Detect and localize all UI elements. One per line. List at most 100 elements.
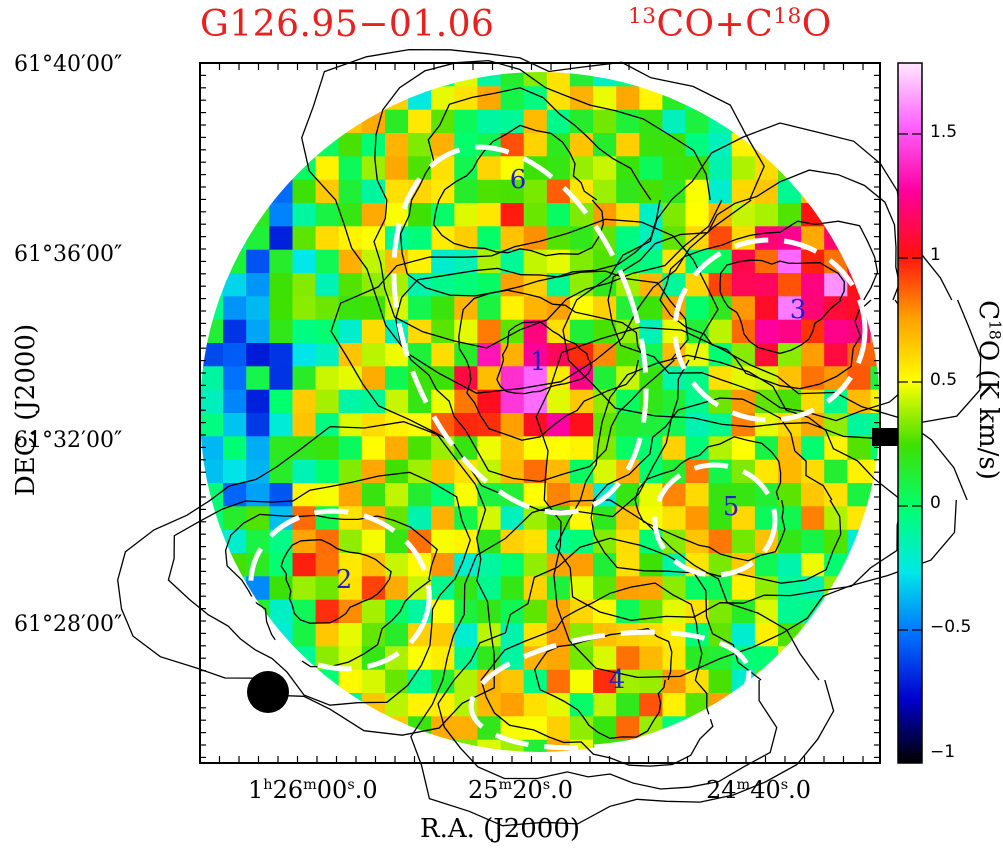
heatmap-pixel	[200, 413, 224, 437]
heatmap-pixel	[754, 109, 779, 134]
heatmap-pixel	[824, 86, 848, 111]
heatmap-pixel	[639, 669, 663, 694]
heatmap-pixel	[685, 693, 710, 717]
heatmap-pixel	[546, 249, 571, 274]
heatmap-pixel	[847, 506, 871, 531]
heatmap-pixel	[223, 576, 247, 601]
heatmap-pixel	[431, 343, 455, 367]
heatmap-pixel	[685, 296, 710, 321]
heatmap-pixel	[408, 203, 432, 227]
heatmap-pixel	[408, 226, 432, 251]
heatmap-pixel	[801, 366, 825, 391]
heatmap-pixel	[454, 109, 478, 134]
heatmap-pixel	[616, 529, 640, 554]
heatmap-pixel	[546, 203, 571, 227]
heatmap-pixel	[431, 133, 455, 157]
heatmap-pixel	[801, 86, 825, 111]
heatmap-pixel	[477, 203, 501, 227]
colorbar-label: C18O (K km/s)	[973, 300, 1003, 480]
heatmap-pixel	[662, 599, 686, 624]
heatmap-pixel	[731, 203, 756, 227]
heatmap-pixel	[616, 133, 640, 157]
heatmap-pixel	[361, 576, 386, 601]
heatmap-pixel	[685, 506, 710, 531]
heatmap-pixel	[500, 296, 525, 321]
heatmap-pixel	[754, 739, 779, 752]
heatmap-pixel	[685, 203, 710, 227]
heatmap-pixel	[801, 483, 825, 507]
heatmap-pixel	[870, 156, 880, 181]
heatmap-pixel	[870, 413, 880, 437]
heatmap-pixel	[523, 483, 548, 507]
heatmap-pixel	[269, 296, 293, 321]
heatmap-pixel	[315, 623, 340, 647]
heatmap-pixel	[523, 739, 548, 752]
heatmap-pixel	[408, 389, 432, 414]
heatmap-pixel	[731, 86, 756, 111]
heatmap-pixel	[639, 86, 663, 111]
heatmap-pixel	[500, 203, 525, 227]
heatmap-pixel	[246, 179, 270, 204]
heatmap-pixel	[477, 389, 501, 414]
heatmap-pixel	[593, 366, 617, 391]
heatmap-pixel	[454, 623, 478, 647]
heatmap-pixel	[523, 249, 548, 274]
heatmap-pixel	[246, 109, 270, 134]
heatmap-pixel	[546, 389, 571, 414]
heatmap-pixel	[708, 739, 733, 752]
heatmap-pixel	[500, 86, 525, 111]
heatmap-pixel	[662, 693, 686, 717]
heatmap-pixel	[778, 109, 802, 134]
heatmap-pixel	[685, 72, 710, 87]
heatmap-pixel	[338, 553, 363, 577]
heatmap-pixel	[385, 389, 409, 414]
heatmap-pixel	[361, 273, 386, 297]
heatmap-pixel	[454, 413, 478, 437]
heatmap-pixel	[824, 483, 848, 507]
heatmap-pixel	[292, 133, 317, 157]
heatmap-pixel	[569, 599, 594, 624]
y-tick-label: 61°36′00″	[14, 242, 123, 267]
contour-line	[659, 220, 879, 390]
heatmap-pixel	[315, 296, 340, 321]
heatmap-pixel	[662, 319, 686, 344]
heatmap-pixel	[477, 506, 501, 531]
heatmap-pixel	[431, 389, 455, 414]
heatmap-pixel	[361, 249, 386, 274]
heatmap-pixel	[361, 343, 386, 367]
heatmap-pixel	[731, 483, 756, 507]
heatmap-pixel	[847, 646, 871, 671]
heatmap-pixel	[685, 436, 710, 461]
heatmap-pixel	[801, 506, 825, 531]
heatmap-pixel	[801, 296, 825, 321]
heatmap-pixel	[431, 319, 455, 344]
heatmap-pixel	[708, 343, 733, 367]
heatmap-pixel	[708, 436, 733, 461]
heatmap-pixel	[431, 693, 455, 717]
heatmap-pixel	[847, 86, 871, 111]
contour-line	[590, 397, 842, 584]
heatmap-pixel	[708, 669, 733, 694]
heatmap-pixel	[408, 296, 432, 321]
heatmap-pixel	[662, 156, 686, 181]
heatmap-pixel	[778, 179, 802, 204]
heatmap-pixel	[269, 366, 293, 391]
heatmap-pixel	[361, 599, 386, 624]
heatmap-pixel	[824, 72, 848, 87]
heatmap-pixel	[662, 133, 686, 157]
heatmap-pixel	[847, 553, 871, 577]
heatmap-pixel	[778, 506, 802, 531]
heatmap-pixel	[801, 249, 825, 274]
heatmap-pixel	[778, 739, 802, 752]
heatmap-pixel	[385, 739, 409, 752]
heatmap-pixel	[662, 436, 686, 461]
heatmap-pixel	[408, 249, 432, 274]
heatmap-pixel	[708, 319, 733, 344]
heatmap-pixel	[801, 179, 825, 204]
heatmap-pixel	[361, 156, 386, 181]
heatmap-pixel	[454, 179, 478, 204]
heatmap-pixel	[708, 296, 733, 321]
heatmap-pixel	[708, 506, 733, 531]
heatmap-pixel	[778, 133, 802, 157]
heatmap-pixel	[431, 739, 455, 752]
